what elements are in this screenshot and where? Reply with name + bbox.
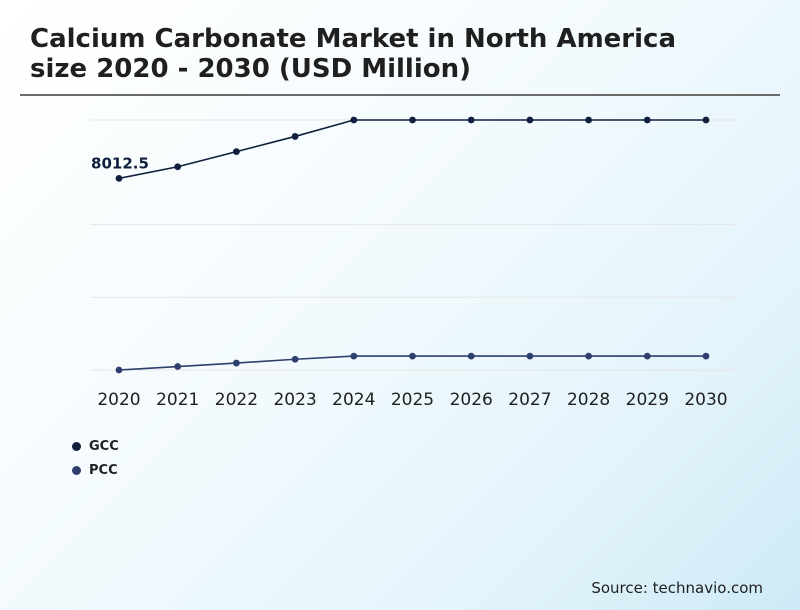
- point-pcc-2025[interactable]: [409, 352, 416, 360]
- x-tick-2029: 2029: [626, 390, 669, 410]
- point-gcc-2026[interactable]: [467, 116, 475, 124]
- x-tick-2021: 2021: [156, 390, 199, 410]
- legend: GCC PCC: [72, 434, 119, 482]
- chart-title: Calcium Carbonate Market in North Americ…: [30, 24, 677, 84]
- data-points: [115, 116, 710, 374]
- point-pcc-2023[interactable]: [291, 355, 299, 363]
- point-gcc-2022[interactable]: [233, 148, 240, 156]
- point-pcc-2022[interactable]: [233, 359, 240, 367]
- point-pcc-2028[interactable]: [585, 352, 592, 360]
- point-gcc-2027[interactable]: [526, 116, 534, 124]
- x-tick-2020: 2020: [97, 390, 140, 410]
- series-lines: [118, 119, 706, 371]
- point-pcc-2021[interactable]: [174, 363, 182, 370]
- x-tick-2026: 2026: [450, 390, 493, 410]
- x-tick-2022: 2022: [215, 390, 258, 410]
- x-axis-ticks: 2020 2021 2022 2023 2024 2025 2026 2027 2028 2029…: [97, 390, 727, 410]
- x-tick-2025: 2025: [391, 390, 434, 410]
- legend-label-pcc: PCC: [89, 462, 118, 478]
- annotations: 8012.5: [91, 154, 149, 172]
- gridlines: [90, 119, 736, 371]
- point-gcc-2024[interactable]: [350, 116, 358, 124]
- point-gcc-2020[interactable]: [115, 174, 123, 182]
- legend-item-gcc[interactable]: GCC: [72, 434, 119, 458]
- point-gcc-2029[interactable]: [643, 116, 651, 124]
- x-tick-2030: 2030: [684, 390, 727, 410]
- point-gcc-2025[interactable]: [409, 116, 416, 124]
- point-pcc-2030[interactable]: [702, 352, 710, 360]
- x-tick-2027: 2027: [508, 390, 551, 410]
- x-tick-2024: 2024: [332, 390, 375, 410]
- legend-marker-pcc: [72, 465, 81, 475]
- legend-item-pcc[interactable]: PCC: [72, 458, 119, 482]
- source-credit: Source: technavio.com: [591, 579, 763, 597]
- legend-label-gcc: GCC: [89, 438, 119, 454]
- point-gcc-2030[interactable]: [702, 116, 710, 124]
- x-tick-2028: 2028: [567, 390, 610, 410]
- x-tick-2023: 2023: [273, 390, 316, 410]
- legend-marker-gcc: [72, 441, 81, 451]
- point-pcc-2020[interactable]: [115, 366, 123, 374]
- point-gcc-2023[interactable]: [291, 133, 299, 140]
- point-pcc-2029[interactable]: [643, 352, 651, 360]
- series-line-gcc: [118, 119, 706, 180]
- point-pcc-2026[interactable]: [467, 352, 475, 360]
- data-label-0: 8012.5: [91, 154, 149, 172]
- point-gcc-2028[interactable]: [585, 116, 592, 124]
- point-pcc-2027[interactable]: [526, 352, 534, 360]
- title-divider: [20, 94, 780, 96]
- point-gcc-2021[interactable]: [174, 163, 182, 171]
- point-pcc-2024[interactable]: [350, 352, 358, 360]
